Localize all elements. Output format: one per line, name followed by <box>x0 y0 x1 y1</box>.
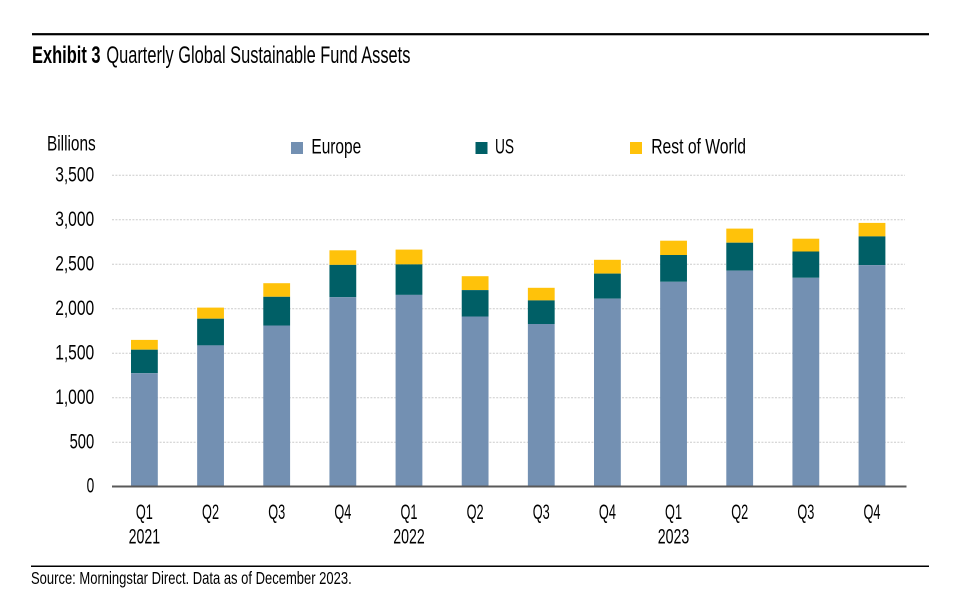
svg-text:2,000: 2,000 <box>55 297 94 320</box>
svg-text:Billions: Billions <box>47 133 96 156</box>
svg-text:Q2: Q2 <box>202 501 219 524</box>
svg-text:Q4: Q4 <box>599 501 616 524</box>
svg-text:2021: 2021 <box>129 526 161 549</box>
svg-text:Q3: Q3 <box>533 501 550 524</box>
svg-text:Q1: Q1 <box>136 501 153 524</box>
svg-text:500: 500 <box>70 430 95 453</box>
svg-text:Exhibit 3: Exhibit 3 <box>32 42 101 69</box>
svg-text:Q4: Q4 <box>334 501 351 524</box>
svg-text:2023: 2023 <box>658 526 690 549</box>
svg-text:Q2: Q2 <box>731 501 748 524</box>
svg-text:2022: 2022 <box>393 526 425 549</box>
svg-text:3,000: 3,000 <box>55 208 94 231</box>
svg-text:Q1: Q1 <box>400 501 417 524</box>
svg-text:Q1: Q1 <box>665 501 682 524</box>
svg-text:0: 0 <box>87 475 95 498</box>
svg-text:3,500: 3,500 <box>55 163 94 186</box>
svg-text:Quarterly Global Sustainable F: Quarterly Global Sustainable Fund Assets <box>106 42 410 69</box>
svg-text:1,500: 1,500 <box>55 341 94 364</box>
svg-text:1,000: 1,000 <box>55 386 94 409</box>
svg-text:Rest of World: Rest of World <box>651 136 746 159</box>
svg-text:Q3: Q3 <box>268 501 285 524</box>
svg-text:2,500: 2,500 <box>55 252 94 275</box>
svg-text:Q4: Q4 <box>863 501 880 524</box>
svg-text:Q2: Q2 <box>467 501 484 524</box>
svg-text:Europe: Europe <box>311 136 361 159</box>
svg-text:Q3: Q3 <box>797 501 814 524</box>
svg-text:Source: Morningstar Direct. Da: Source: Morningstar Direct. Data as of D… <box>31 568 352 588</box>
svg-text:US: US <box>495 136 514 159</box>
